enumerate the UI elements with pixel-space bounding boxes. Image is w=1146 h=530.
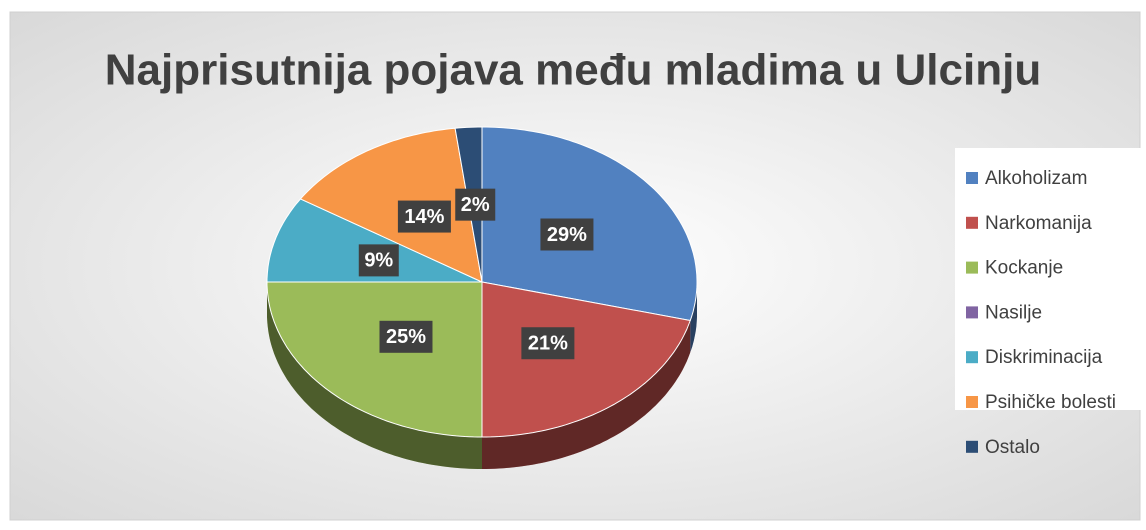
data-label: 29% — [547, 224, 587, 246]
legend-label: Kockanje — [985, 258, 1063, 279]
legend-box — [955, 148, 1143, 410]
legend-label: Ostalo — [985, 437, 1040, 458]
pie-side-shade — [482, 320, 691, 469]
pie-slice — [299, 127, 483, 283]
pie-side-shade — [690, 282, 697, 353]
data-label-bg — [358, 244, 399, 277]
legend-swatch — [966, 306, 978, 319]
data-label-bg — [455, 188, 496, 221]
legend-swatch — [966, 440, 978, 453]
pie-slice — [266, 198, 483, 283]
data-label-bg — [379, 320, 433, 353]
legend-swatch — [966, 216, 978, 229]
legend-swatch — [966, 351, 978, 364]
legend-swatch — [966, 172, 978, 184]
data-label: 2% — [461, 194, 490, 216]
data-label-bg — [521, 327, 575, 360]
legend-label: Diskriminacija — [985, 347, 1103, 368]
legend-label: Nasilje — [985, 302, 1042, 323]
data-label: 9% — [364, 250, 393, 272]
pie-slice — [481, 281, 691, 438]
data-label-bg — [540, 218, 594, 251]
data-label: 14% — [404, 206, 444, 228]
legend-swatch — [966, 261, 978, 274]
pie-slice — [266, 281, 483, 438]
data-label-bg — [397, 200, 451, 233]
legend-label: Narkomanija — [985, 213, 1092, 234]
legend-swatch — [966, 396, 978, 408]
legend-label: Psihičke bolesti — [985, 392, 1116, 413]
legend-label: Alkoholizam — [985, 168, 1087, 189]
chart-title: Najprisutnija pojava među mladima u Ulci… — [105, 46, 1041, 95]
data-label: 25% — [386, 326, 426, 348]
data-label: 21% — [528, 333, 568, 355]
